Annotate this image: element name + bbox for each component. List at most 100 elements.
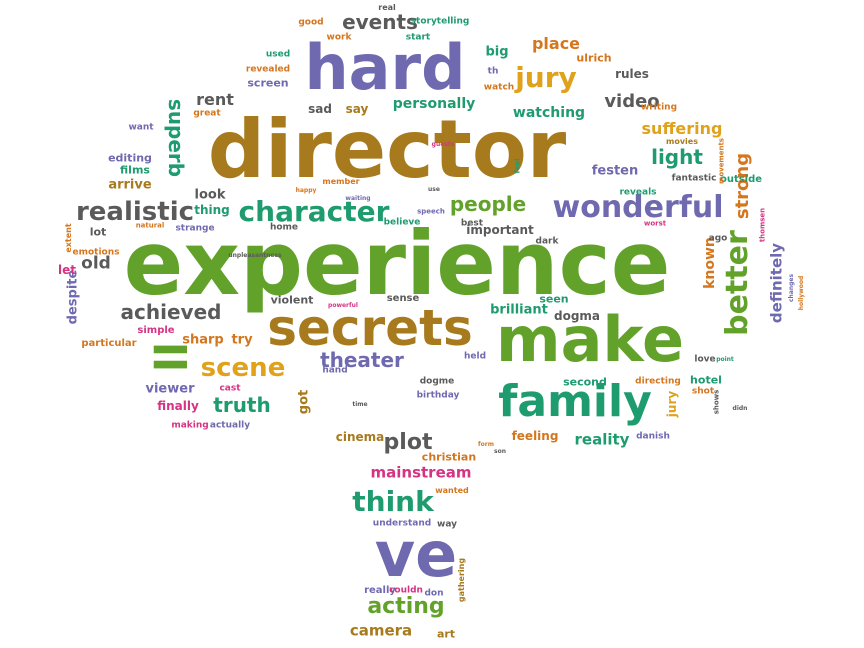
word-family: family — [498, 376, 652, 427]
word-got: got — [296, 389, 312, 415]
word-revealed: revealed — [245, 64, 291, 75]
word-movies: movies — [666, 137, 698, 146]
word-acting: acting — [367, 594, 445, 619]
word-plot: plot — [383, 430, 433, 455]
word-try: try — [231, 332, 253, 348]
word-outside: outside — [719, 174, 763, 185]
word-used: used — [265, 49, 291, 60]
word-brilliant: brilliant — [490, 302, 548, 318]
word-arrive: arrive — [108, 177, 152, 193]
word-jury: jury — [515, 61, 577, 94]
word-think: think — [352, 485, 434, 518]
word-watching: watching — [512, 105, 586, 121]
word-rules: rules — [615, 67, 649, 81]
word-danish: danish — [636, 431, 670, 442]
word-making: making — [171, 420, 209, 431]
word-real: real — [378, 3, 396, 12]
word-best: best — [460, 218, 484, 229]
word-truth: truth — [213, 393, 271, 417]
word-reality: reality — [574, 430, 630, 449]
word-birthday: birthday — [416, 390, 460, 401]
word-couldn: couldn — [389, 585, 423, 596]
word-member: member — [322, 177, 360, 186]
word-sharp: sharp — [182, 332, 224, 348]
word-really: really — [364, 585, 396, 596]
word-definitely: definitely — [767, 242, 786, 324]
word-cinema: cinema — [335, 430, 385, 444]
word-let: let — [58, 263, 76, 277]
word-viewer: viewer — [145, 381, 195, 397]
word-guests: guests — [431, 141, 455, 148]
word-ulrich: ulrich — [576, 51, 612, 65]
word-say: say — [345, 102, 369, 116]
word-lot: lot — [89, 225, 107, 239]
word-movements: movements — [717, 138, 726, 184]
word-festen: festen — [591, 163, 639, 179]
word-speech: speech — [417, 207, 445, 216]
word-experience: experience — [123, 212, 671, 315]
word-natural: natural — [135, 221, 165, 230]
word-christian: christian — [421, 450, 477, 464]
word-seen: seen — [539, 292, 569, 306]
word-way: way — [437, 519, 457, 530]
word-theater: theater — [320, 348, 404, 372]
word-writing: writing — [640, 102, 678, 113]
word-films: films — [120, 163, 150, 177]
word-rent: rent — [196, 90, 234, 109]
word-hard: hard — [304, 31, 466, 104]
word-held: held — [463, 351, 487, 362]
word-dogme: dogme — [419, 376, 455, 387]
word-ve: ve — [374, 518, 458, 591]
word-storytelling: storytelling — [410, 16, 470, 27]
word-gathering: gathering — [457, 557, 466, 603]
word-sense: sense — [386, 293, 420, 304]
word-hotel: hotel — [690, 373, 722, 387]
word-cast: cast — [219, 383, 241, 394]
word-actually: actually — [209, 420, 251, 431]
word-suffering: suffering — [641, 119, 723, 138]
word-form: form — [478, 441, 494, 448]
word-strange: strange — [175, 223, 215, 234]
word-camera: camera — [349, 621, 413, 640]
word-fantastic: fantastic — [671, 173, 717, 184]
word-simple: simple — [137, 325, 175, 336]
word-use: use — [428, 186, 440, 193]
word-violent: violent — [270, 293, 314, 307]
word-dark: dark — [535, 236, 559, 247]
word-known: known — [702, 237, 718, 289]
word-extent: extent — [64, 223, 73, 253]
word-worst: worst — [643, 219, 667, 228]
word-important: important — [466, 223, 534, 237]
word-place: place — [531, 34, 581, 53]
word-son: son — [494, 448, 506, 455]
word-mainstream: mainstream — [370, 463, 472, 482]
word-video: video — [604, 91, 660, 112]
word-character: character — [238, 195, 390, 228]
word-old: old — [81, 253, 111, 274]
word-great: great — [193, 108, 221, 119]
word-want: want — [128, 122, 154, 133]
word-love: love — [694, 354, 716, 365]
word-start: start — [405, 32, 431, 43]
word-better: better — [720, 230, 755, 336]
word-particular: particular — [81, 338, 137, 349]
word-editing: editing — [108, 151, 152, 165]
word-don: don — [424, 588, 444, 599]
word-time: time — [352, 401, 368, 408]
word-changes: changes — [788, 273, 795, 303]
word-big: big — [485, 44, 509, 60]
word-feel: feel — [513, 158, 522, 174]
word-unpleasantness: unpleasantness — [228, 252, 282, 259]
word-waiting: waiting — [345, 195, 371, 202]
word-scene: scene — [200, 353, 286, 383]
word-th: th — [487, 66, 499, 77]
word-jury: jury — [665, 390, 679, 418]
word-feeling: feeling — [511, 429, 559, 443]
word-good: good — [298, 17, 324, 28]
word-light: light — [651, 145, 703, 169]
word-work: work — [326, 32, 352, 43]
word-happy: happy — [295, 187, 317, 194]
word-secrets: secrets — [267, 299, 473, 357]
word-achieved: achieved — [120, 300, 222, 324]
